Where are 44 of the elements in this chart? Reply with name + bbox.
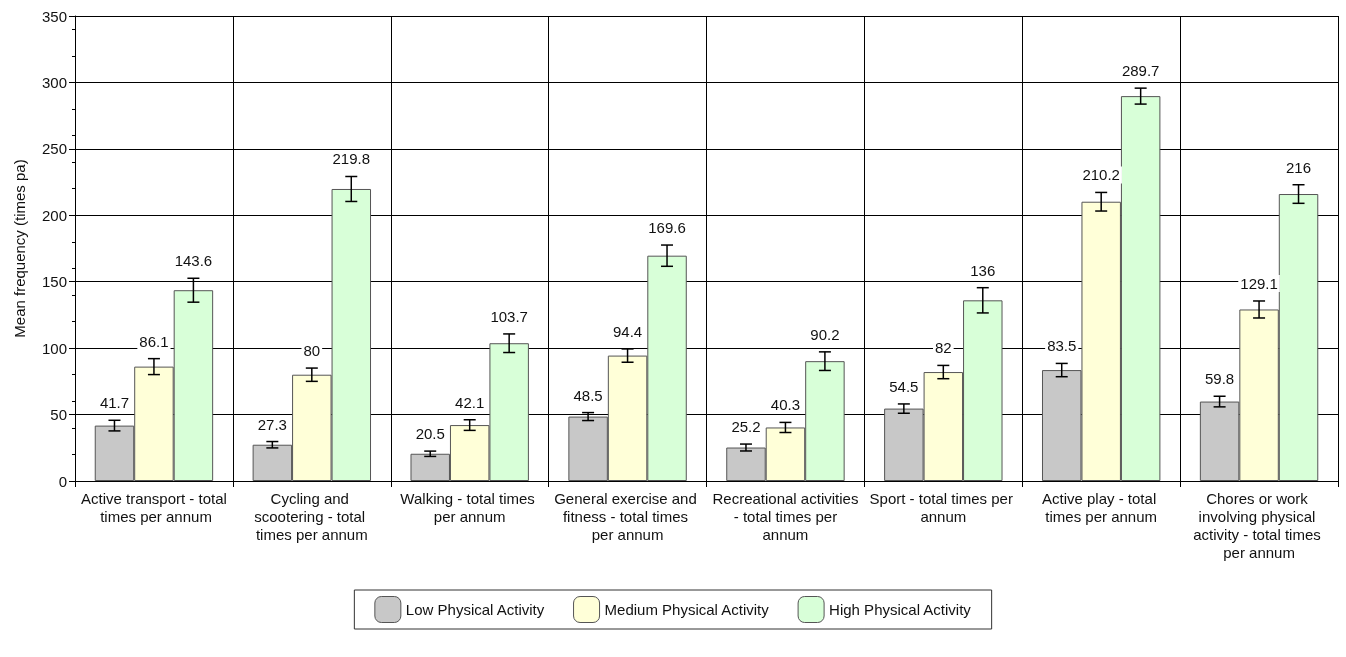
y-tick-label: 200 xyxy=(41,206,67,224)
data-label: 48.5 xyxy=(573,386,603,404)
y-tick-label: 350 xyxy=(41,7,67,25)
y-tick-label: 150 xyxy=(41,273,67,291)
data-label: 216 xyxy=(1286,158,1312,176)
data-label: 82 xyxy=(934,339,952,357)
legend-label: Medium Physical Activity xyxy=(604,601,770,618)
data-label: 289.7 xyxy=(1121,62,1160,80)
data-label: 80 xyxy=(303,342,321,360)
x-tick-label: Sport - total times per annum xyxy=(869,489,1018,525)
data-label: 42.1 xyxy=(455,393,485,411)
data-label: 169.6 xyxy=(648,219,686,237)
y-tick-label: 250 xyxy=(41,140,67,158)
data-label: 86.1 xyxy=(139,332,169,350)
y-tick-label: 100 xyxy=(41,339,67,357)
data-label: 20.5 xyxy=(415,425,445,443)
y-tick-label: 300 xyxy=(41,73,67,91)
y-tick-label: 0 xyxy=(58,472,67,490)
data-label: 54.5 xyxy=(889,377,919,395)
y-tick-label: 50 xyxy=(50,406,67,424)
data-label: 41.7 xyxy=(99,394,130,412)
legend-label: High Physical Activity xyxy=(829,601,972,618)
legend-label: Low Physical Activity xyxy=(405,601,545,618)
data-label: 136 xyxy=(970,261,996,279)
x-tick-label: General exercise and fitness - total times per annum xyxy=(554,489,701,543)
data-label: 59.8 xyxy=(1204,370,1235,388)
x-tick-label: Chores or work involving physical activity - total times per annum xyxy=(1193,489,1325,561)
y-axis-title: Mean frequency (times pa) xyxy=(11,159,28,338)
data-label: 143.6 xyxy=(174,252,213,270)
data-label: 94.4 xyxy=(612,322,643,340)
data-label: 219.8 xyxy=(332,150,371,168)
x-tick-label: Active play - total times per annum xyxy=(1041,489,1161,525)
x-tick-label: Cycling and scootering - total times per annum xyxy=(254,489,370,543)
data-label: 27.3 xyxy=(257,415,287,433)
data-label: 25.2 xyxy=(731,418,761,436)
data-label: 103.7 xyxy=(490,307,528,325)
x-tick-label: Active transport - total times per annum xyxy=(80,489,227,525)
x-tick-label: Walking - total times per annum xyxy=(400,489,540,525)
data-label: 90.2 xyxy=(810,325,840,343)
data-label: 40.3 xyxy=(770,396,801,414)
data-label: 129.1 xyxy=(1240,274,1278,292)
data-label: 83.5 xyxy=(1047,337,1077,355)
x-tick-label: Recreational activities - total times per annum xyxy=(712,489,859,543)
data-label: 210.2 xyxy=(1082,166,1120,184)
